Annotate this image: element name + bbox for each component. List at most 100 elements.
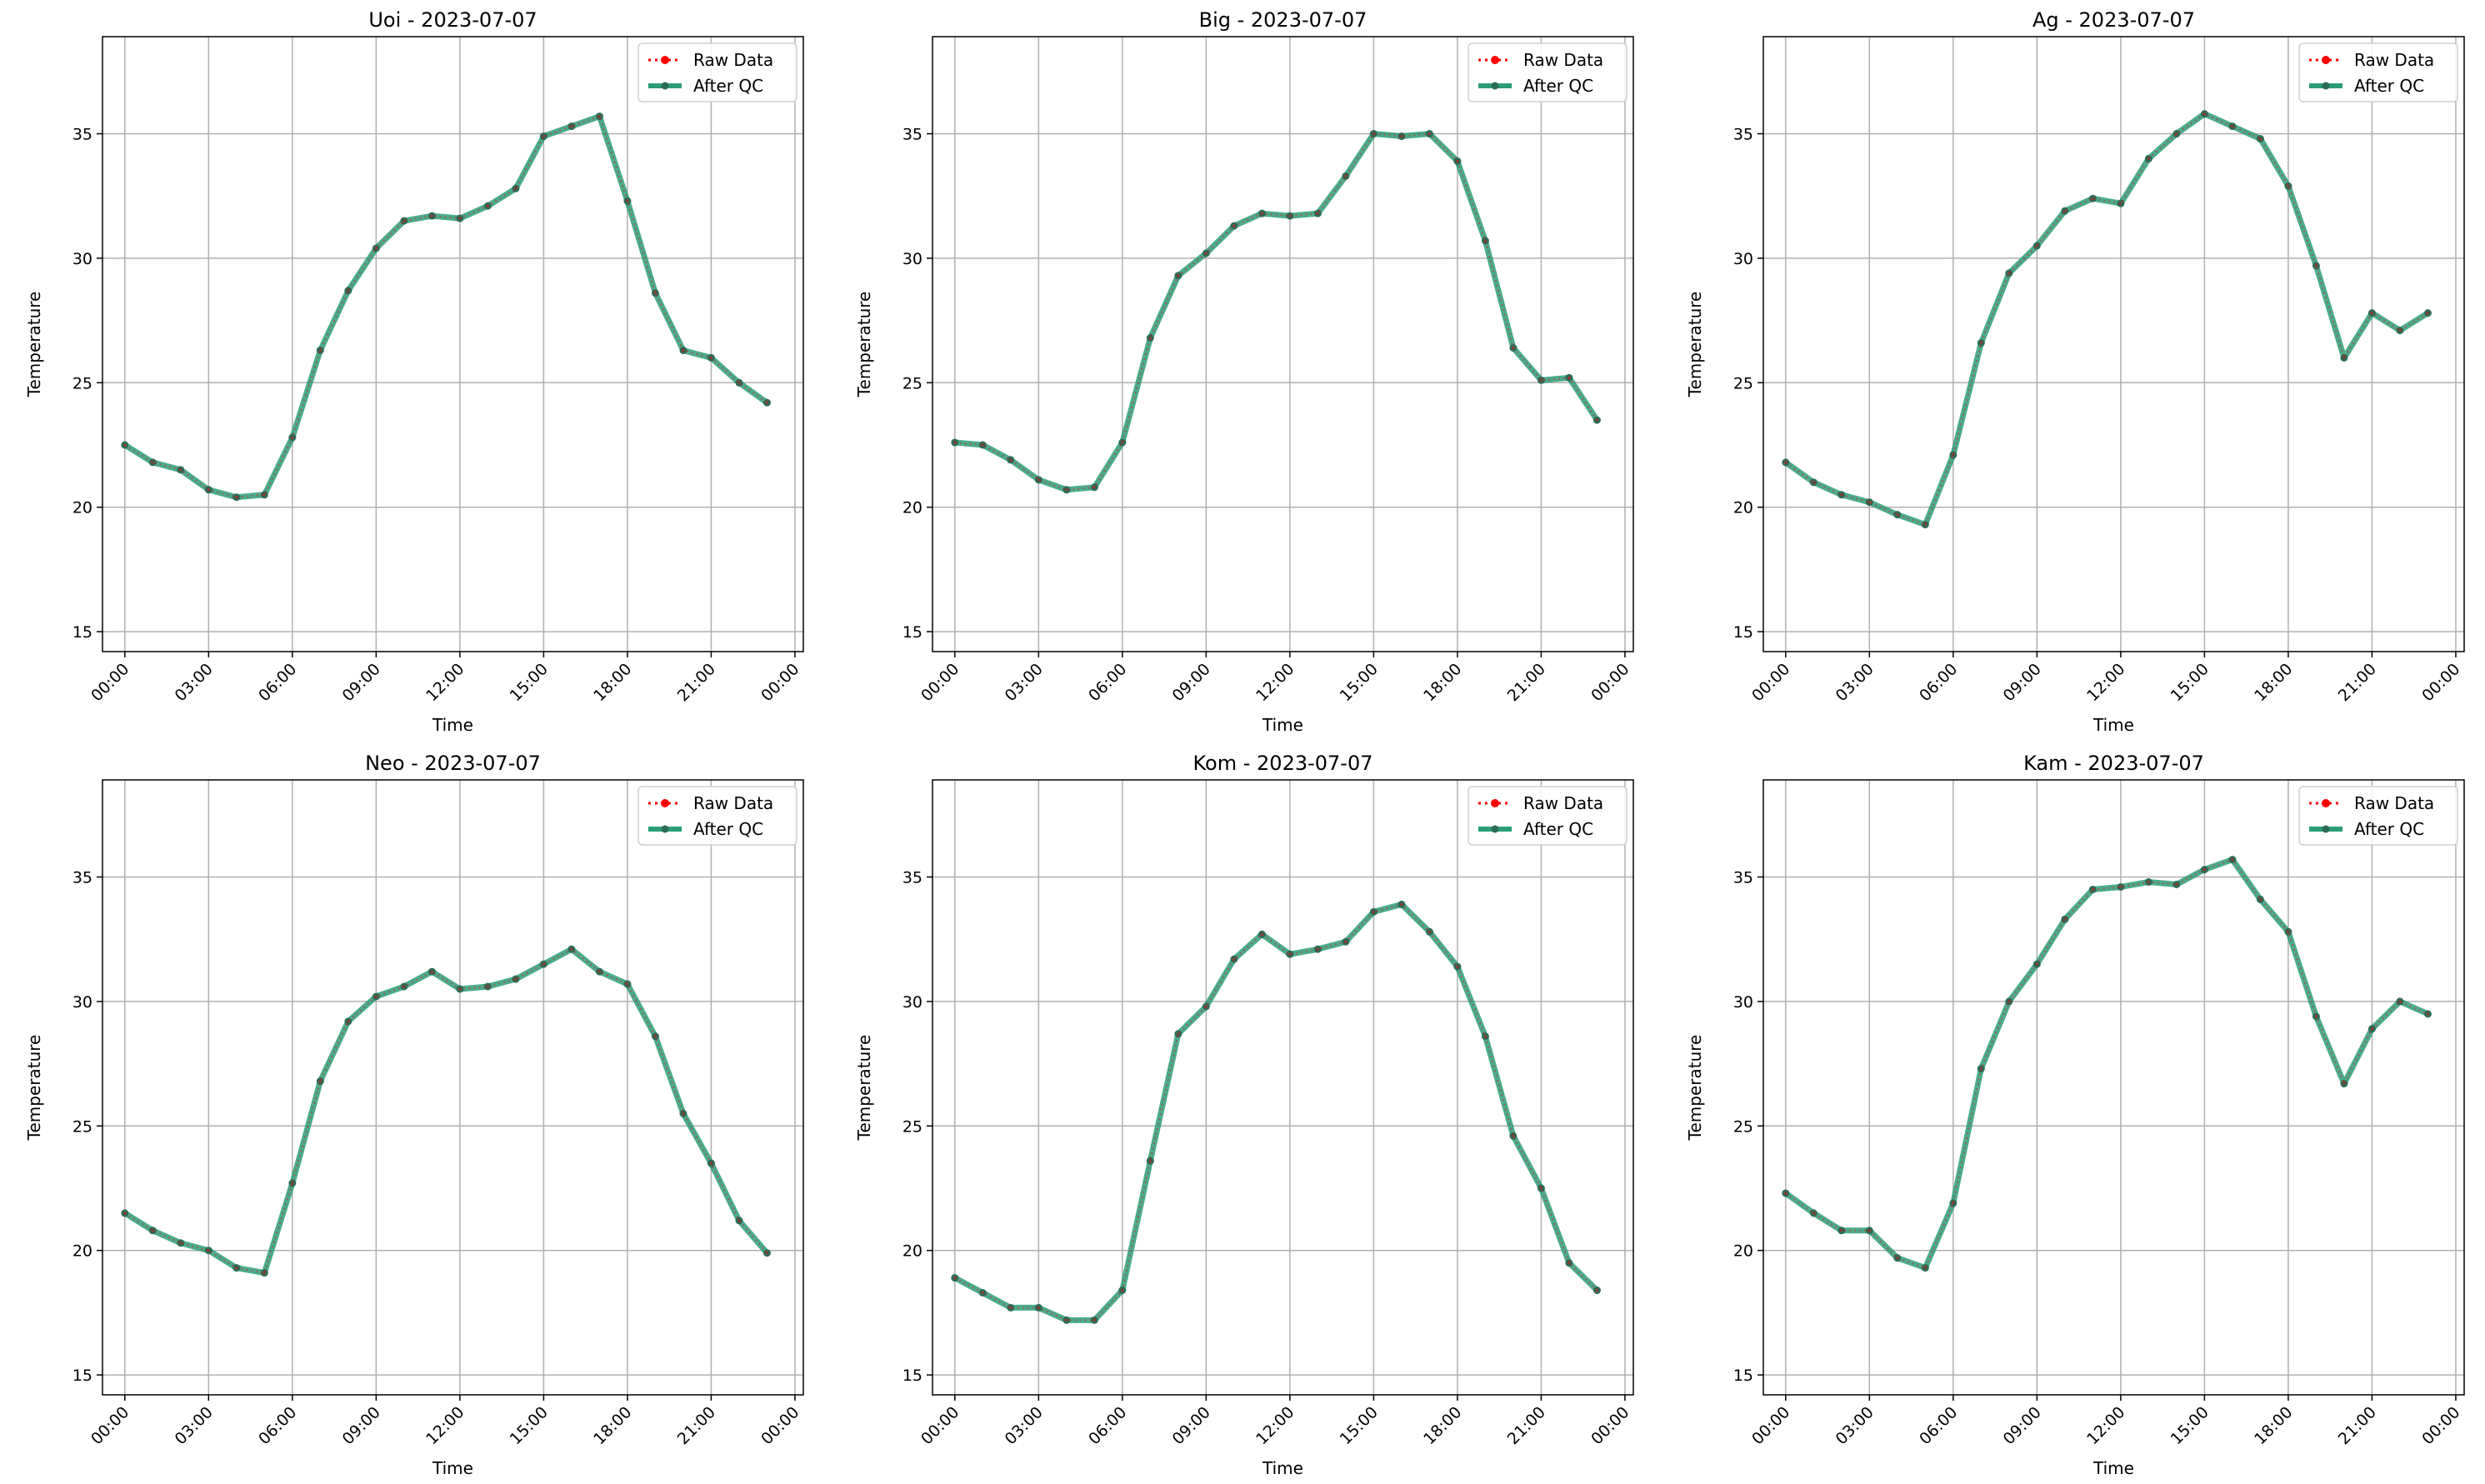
axes-frame [1762,779,2465,1396]
data-point-after-qc [2200,110,2208,118]
y-tick-label: 30 [72,250,92,268]
data-point-raw-data [1009,1306,1012,1310]
data-point-after-qc [2061,207,2069,215]
data-point-raw-data [1812,481,1816,484]
data-point-raw-data [709,356,713,360]
legend-label-raw-data: Raw Data [1523,793,1603,813]
data-point-after-qc [651,289,659,297]
data-point-after-qc [1921,1264,1929,1272]
y-axis-label: Temperature [1685,292,1705,398]
data-point-raw-data [2063,917,2067,922]
x-tick-label: 18:00 [590,660,635,705]
data-point-raw-data [598,114,602,118]
data-point-raw-data [1204,1005,1208,1008]
x-tick-label: 00:00 [2418,1403,2463,1448]
data-point-after-qc [2396,327,2404,335]
data-point-raw-data [1512,1134,1515,1138]
x-tick-label: 12:00 [2083,1403,2128,1448]
subplot-4: 00:00 03:00 06:00 09:00 12:00 15:00 18:00 21:00… [854,752,1634,1478]
data-point-raw-data [1092,1318,1097,1322]
x-tick-label: 06:00 [255,1403,300,1448]
x-tick-label: 15:00 [1337,660,1382,705]
data-point-after-qc [1481,237,1489,245]
series-line-after-qc [954,131,1600,493]
x-tick-label: 03:00 [1832,1403,1878,1448]
x-tick-label: 21:00 [1504,660,1549,705]
series-line-after-qc [1783,111,2430,528]
data-point-raw-data [1037,1306,1041,1310]
data-point-after-qc [1062,486,1071,494]
data-point-after-qc [2340,1080,2348,1088]
data-point-after-qc [623,197,632,205]
legend-marker-raw-data [1491,799,1499,807]
data-point-after-qc [1146,334,1154,342]
x-tick-label: 21:00 [1504,1403,1549,1448]
data-point-after-qc [1977,1065,1985,1073]
data-point-after-qc [288,433,297,442]
data-point-raw-data [981,443,985,447]
data-point-raw-data [1177,1032,1180,1036]
legend: Raw Data After QC [1468,42,1628,102]
x-tick-label: 06:00 [255,660,300,705]
data-point-raw-data [207,487,211,492]
y-tick-label: 20 [1733,1242,1753,1261]
data-point-after-qc [1893,1254,1902,1262]
data-point-after-qc [1202,249,1210,257]
data-point-after-qc [1893,511,1902,519]
chart-title: Uoi - 2023-07-07 [368,8,537,32]
x-tick-label: 06:00 [1085,1403,1130,1448]
data-point-after-qc [2228,856,2237,864]
data-point-after-qc [735,378,743,387]
axes-frame [932,779,1634,1396]
legend-marker-raw-data [2322,56,2330,64]
legend-label-after-qc: After QC [1523,819,1593,839]
x-tick-label: 06:00 [1916,660,1961,705]
data-point-after-qc [1565,373,1573,382]
legend-label-after-qc: After QC [2354,76,2424,96]
data-point-after-qc [1034,1303,1042,1312]
y-tick-label: 25 [902,1117,922,1136]
x-tick-label: 15:00 [2168,660,2212,705]
axes-frame [1762,36,2465,652]
data-point-after-qc [1202,1002,1210,1011]
x-tick-label: 00:00 [1748,660,1793,705]
chart-title: Ag - 2023-07-07 [2032,8,2195,32]
x-axis-label: Time [432,1458,473,1478]
x-tick-label: 03:00 [172,1403,217,1448]
data-point-after-qc [1865,1227,1873,1235]
data-point-raw-data [2314,264,2318,267]
data-point-after-qc [2256,135,2264,143]
data-point-raw-data [430,970,434,973]
data-point-raw-data [374,247,378,250]
x-tick-label: 21:00 [674,1403,719,1448]
series-line-raw-data [124,115,768,498]
y-tick-label: 20 [72,499,92,517]
data-point-raw-data [2091,197,2095,201]
data-point-after-qc [428,967,436,976]
data-point-raw-data [2119,202,2122,205]
data-point-after-qc [1146,1157,1154,1165]
data-point-after-qc [1565,1259,1573,1267]
data-point-raw-data [1784,461,1788,464]
data-point-after-qc [177,1239,185,1247]
series-line-after-qc [953,901,1599,1323]
legend-label-after-qc: After QC [693,76,763,96]
data-point-raw-data [514,187,518,191]
data-point-after-qc [1949,1199,1958,1207]
data-point-raw-data [765,401,769,405]
data-point-after-qc [2368,309,2376,317]
data-point-raw-data [1288,952,1292,956]
data-point-raw-data [1456,159,1459,163]
data-point-raw-data [151,1229,155,1232]
data-point-after-qc [978,441,987,449]
data-point-after-qc [2423,309,2432,317]
data-point-raw-data [2426,1012,2430,1016]
data-point-after-qc [539,960,548,968]
data-point-after-qc [1481,1032,1489,1041]
subplot-3: 00:00 03:00 06:00 09:00 12:00 15:00 18:00 21:00… [24,752,804,1478]
y-axis-label: Temperature [1685,1035,1705,1142]
data-point-after-qc [1230,955,1238,963]
data-point-after-qc [316,346,324,354]
data-point-raw-data [570,124,573,128]
data-point-raw-data [2398,328,2402,332]
